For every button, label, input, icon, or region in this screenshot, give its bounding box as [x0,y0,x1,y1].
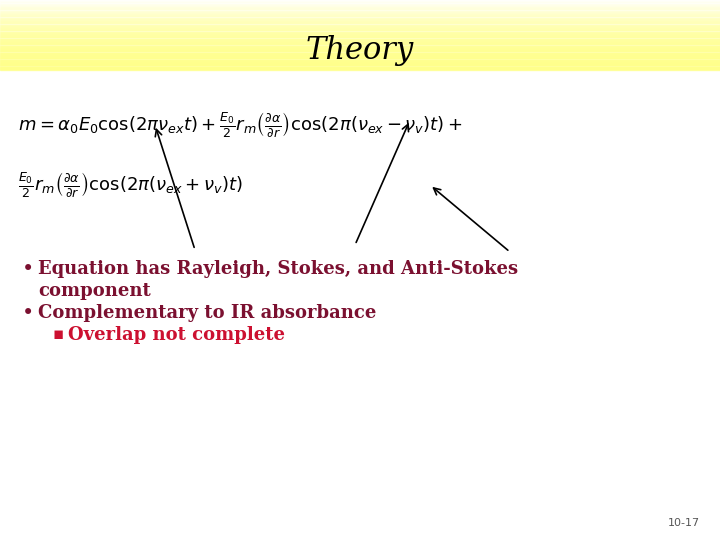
Bar [0,21,720,22]
Bar [0,23,720,24]
Bar [0,1,720,2]
Bar [0,29,720,30]
Bar [0,36,720,37]
Bar [0,56,720,57]
Text: ▪: ▪ [52,326,63,343]
Text: component: component [38,282,150,300]
Text: Complementary to IR absorbance: Complementary to IR absorbance [38,304,377,322]
Bar [0,62,720,63]
Bar [0,17,720,19]
Text: $\frac{E_0}{2} r_m\left(\frac{\partial\alpha}{\partial r}\right)\cos(2\pi(\nu_{e: $\frac{E_0}{2} r_m\left(\frac{\partial\a… [18,170,243,200]
Bar [0,50,720,51]
Bar [0,3,720,5]
Bar [0,16,720,17]
Bar [0,27,720,28]
Bar [0,39,720,41]
Text: 10-17: 10-17 [668,518,700,528]
Bar [0,2,720,3]
Bar [0,14,720,15]
Bar [0,48,720,49]
Bar [0,15,720,16]
Bar [0,66,720,68]
Bar [0,53,720,55]
Bar [0,51,720,52]
Text: •: • [22,304,35,323]
Text: Equation has Rayleigh, Stokes, and Anti-Stokes: Equation has Rayleigh, Stokes, and Anti-… [38,260,518,278]
Bar [0,49,720,50]
Bar [0,0,720,1]
Bar [0,57,720,58]
Bar [0,31,720,32]
Bar [0,65,720,66]
Bar [0,46,720,48]
Bar [0,69,720,70]
Bar [0,8,720,9]
Bar [0,64,720,65]
Bar [0,59,720,60]
Bar [0,24,720,26]
Bar [0,6,720,7]
Text: $m = \alpha_0 E_0 \cos(2\pi\nu_{ex}t) + \frac{E_0}{2} r_m\left(\frac{\partial\al: $m = \alpha_0 E_0 \cos(2\pi\nu_{ex}t) + … [18,110,463,140]
Bar [0,35,720,36]
Bar [0,34,720,35]
Bar [0,60,720,62]
Bar [0,63,720,64]
Bar [0,28,720,29]
Bar [0,45,720,46]
Bar [0,43,720,44]
Bar [0,13,720,14]
Bar [0,52,720,53]
Bar [0,38,720,39]
Bar [0,10,720,12]
Bar [0,26,720,27]
Bar [0,68,720,69]
Bar [0,20,720,21]
Text: Overlap not complete: Overlap not complete [68,326,285,344]
Bar [0,30,720,31]
Bar [0,7,720,8]
Bar [0,32,720,34]
Bar [0,9,720,10]
Bar [0,55,720,56]
Bar [0,37,720,38]
Bar [0,19,720,20]
Bar [0,44,720,45]
Bar [0,22,720,23]
Bar [0,12,720,13]
Text: •: • [22,260,35,279]
Bar [0,5,720,6]
Bar [0,58,720,59]
Text: Theory: Theory [306,35,414,66]
Bar [0,41,720,42]
Bar [0,42,720,43]
